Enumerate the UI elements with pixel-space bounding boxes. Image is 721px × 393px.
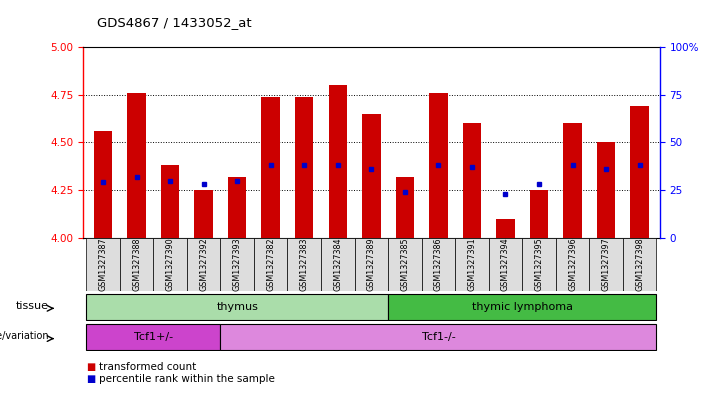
Bar: [530, 190, 548, 238]
Text: GSM1327386: GSM1327386: [434, 237, 443, 291]
Bar: [195, 190, 213, 238]
Text: tissue: tissue: [16, 301, 49, 310]
Bar: [128, 93, 146, 238]
Bar: [563, 123, 582, 238]
Text: GSM1327389: GSM1327389: [367, 237, 376, 291]
Bar: [154, 238, 187, 291]
Bar: [254, 238, 288, 291]
Text: GSM1327387: GSM1327387: [99, 237, 107, 291]
Text: GSM1327392: GSM1327392: [199, 237, 208, 291]
Text: GSM1327394: GSM1327394: [501, 237, 510, 291]
Text: GSM1327385: GSM1327385: [400, 237, 410, 291]
Text: GDS4867 / 1433052_at: GDS4867 / 1433052_at: [97, 16, 252, 29]
Bar: [87, 238, 120, 291]
Bar: [295, 97, 314, 238]
Text: Tcf1+/-: Tcf1+/-: [134, 332, 173, 342]
Bar: [463, 123, 481, 238]
Bar: [321, 238, 355, 291]
Bar: [187, 238, 221, 291]
Text: GSM1327397: GSM1327397: [601, 237, 611, 291]
Bar: [94, 131, 112, 238]
Text: ■: ■: [87, 362, 96, 372]
Text: percentile rank within the sample: percentile rank within the sample: [99, 374, 275, 384]
Text: thymus: thymus: [216, 302, 258, 312]
Bar: [120, 238, 154, 291]
Text: GSM1327383: GSM1327383: [300, 237, 309, 291]
Bar: [630, 106, 649, 238]
Text: GSM1327382: GSM1327382: [266, 237, 275, 291]
Bar: [329, 85, 347, 238]
Text: GSM1327393: GSM1327393: [233, 237, 242, 291]
Text: ■: ■: [87, 374, 96, 384]
Bar: [262, 97, 280, 238]
Bar: [422, 238, 455, 291]
Bar: [362, 114, 381, 238]
Bar: [556, 238, 589, 291]
Bar: [221, 238, 254, 291]
Bar: [496, 219, 515, 238]
Bar: [489, 238, 522, 291]
Bar: [87, 325, 221, 350]
Text: GSM1327388: GSM1327388: [132, 237, 141, 291]
Bar: [429, 93, 448, 238]
Text: GSM1327396: GSM1327396: [568, 237, 577, 291]
Bar: [355, 238, 388, 291]
Bar: [388, 238, 422, 291]
Text: thymic lymphoma: thymic lymphoma: [472, 302, 572, 312]
Text: transformed count: transformed count: [99, 362, 196, 372]
Bar: [228, 177, 247, 238]
Text: GSM1327390: GSM1327390: [166, 237, 174, 291]
Text: GSM1327384: GSM1327384: [333, 237, 342, 291]
Bar: [288, 238, 321, 291]
Text: genotype/variation: genotype/variation: [0, 331, 49, 341]
Text: Tcf1-/-: Tcf1-/-: [422, 332, 455, 342]
Text: GSM1327395: GSM1327395: [534, 237, 544, 291]
Text: GSM1327391: GSM1327391: [467, 237, 477, 291]
Bar: [388, 294, 656, 320]
Text: GSM1327398: GSM1327398: [635, 237, 644, 291]
Bar: [597, 143, 615, 238]
Bar: [87, 294, 388, 320]
Bar: [589, 238, 623, 291]
Bar: [623, 238, 656, 291]
Bar: [161, 165, 180, 238]
Bar: [396, 177, 414, 238]
Bar: [221, 325, 656, 350]
Bar: [455, 238, 489, 291]
Bar: [522, 238, 556, 291]
